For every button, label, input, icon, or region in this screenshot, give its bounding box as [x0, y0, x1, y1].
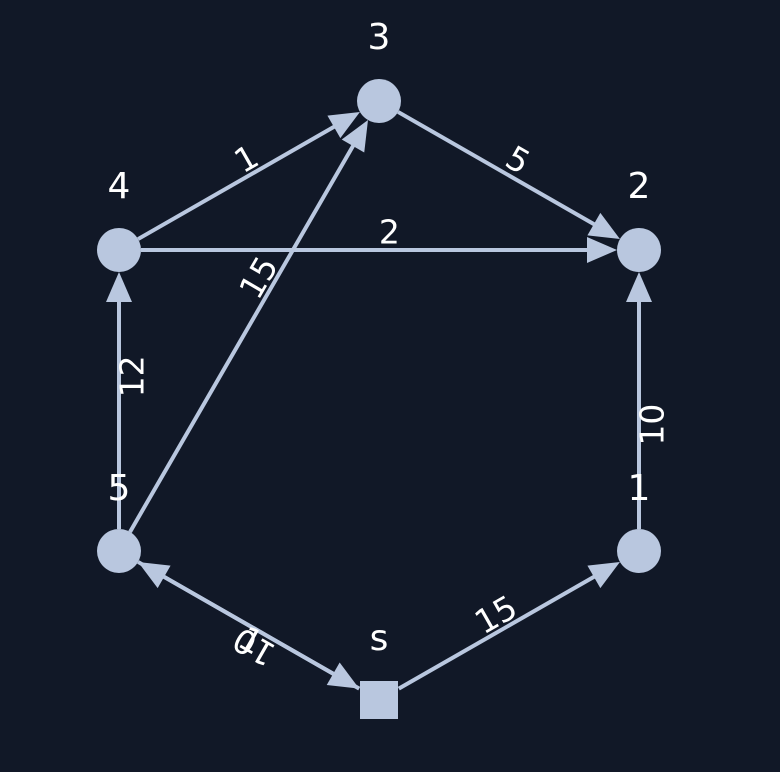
edge-weight-label: 10	[226, 619, 282, 674]
edge-weight-label: 15	[468, 587, 524, 642]
edge-weight-label: 1	[227, 136, 265, 180]
arrowhead-1-to-2	[626, 272, 652, 302]
arrowhead-5-to-4	[106, 272, 132, 302]
node-4	[97, 228, 141, 272]
node-label-1: 1	[628, 468, 651, 509]
edge-s-to-1	[397, 574, 597, 691]
nodes-layer	[97, 79, 661, 719]
edges-layer	[106, 110, 652, 691]
node-5	[97, 529, 141, 573]
node-3	[357, 79, 401, 123]
edge-weight-label: 10	[633, 404, 672, 446]
edge-3-to-2	[397, 110, 597, 227]
arrowhead-5-to-3	[341, 120, 368, 153]
node-label-2: 2	[628, 166, 651, 207]
node-label-4: 4	[108, 166, 131, 207]
arrowhead-3-to-2	[587, 212, 620, 240]
arrowhead-s-to-1	[587, 561, 620, 589]
node-label-5: 5	[108, 468, 131, 509]
node-1	[617, 529, 661, 573]
edge-weight-label: 2	[379, 213, 400, 252]
edge-weight-label: 15	[231, 250, 286, 306]
arrowhead-4-to-2	[587, 237, 617, 263]
edge-5-to-3	[128, 143, 356, 533]
node-s	[360, 681, 398, 719]
node-label-s: s	[370, 618, 389, 659]
node-label-3: 3	[368, 17, 391, 58]
edge-weight-label: 12	[113, 355, 152, 397]
edge-5-to-s	[137, 560, 336, 677]
arrowhead-4-to-3	[327, 111, 360, 139]
edge-4-to-3	[137, 124, 337, 241]
node-2	[617, 228, 661, 272]
arrowhead-5-to-s	[326, 662, 360, 689]
